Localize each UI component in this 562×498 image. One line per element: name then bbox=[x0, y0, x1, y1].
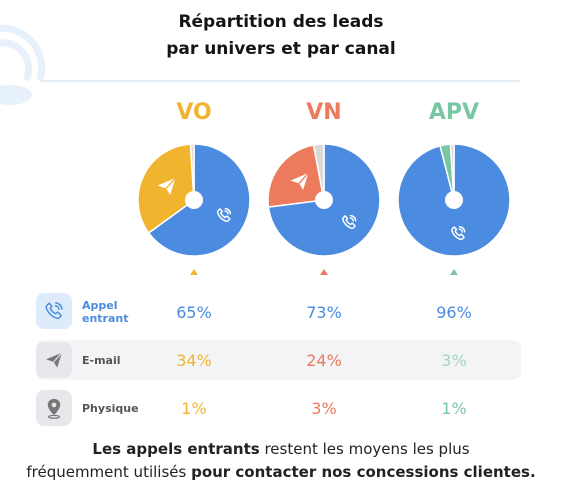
value-vo-physique: 1% bbox=[181, 399, 207, 418]
value-vn-physique: 3% bbox=[311, 399, 337, 418]
value-apv-email: 3% bbox=[441, 351, 467, 370]
pie-charts bbox=[137, 143, 511, 275]
universe-label-vn: VN bbox=[306, 100, 342, 125]
title-divider bbox=[40, 80, 520, 82]
pie-send-icon bbox=[290, 172, 310, 191]
value-vo-appel: 65% bbox=[176, 303, 212, 322]
footer-text: Les appels entrants restent les moyens l… bbox=[0, 438, 562, 484]
row-label-physique: Physique bbox=[82, 402, 139, 415]
pie-phone-icon bbox=[451, 225, 466, 241]
pie-slice-vn-1 bbox=[267, 144, 325, 208]
title-line-1: Répartition des leads bbox=[178, 12, 384, 32]
value-apv-appel: 96% bbox=[436, 303, 472, 322]
email-row-icon bbox=[36, 342, 72, 378]
row-label-email: E-mail bbox=[82, 354, 121, 367]
pie-phone-icon bbox=[216, 207, 232, 223]
footer-text-1: restent les moyens les plus bbox=[259, 440, 470, 458]
pie-slice-vo-2 bbox=[189, 143, 195, 201]
title-line-2: par univers et par canal bbox=[166, 39, 396, 59]
pie-slice-apv-2 bbox=[449, 143, 455, 201]
value-vo-email: 34% bbox=[176, 351, 212, 370]
phone-row-icon bbox=[36, 293, 72, 329]
pie-center-hole bbox=[315, 191, 333, 209]
row-label-appel-line2: entrant bbox=[82, 312, 129, 325]
pie-send-icon bbox=[157, 177, 177, 196]
wifi-deco-icon bbox=[0, 24, 46, 105]
email-row-background bbox=[36, 340, 521, 380]
pie-center-hole bbox=[445, 191, 463, 209]
pie-phone-icon bbox=[342, 214, 357, 230]
pie-slice-vo-1 bbox=[137, 143, 195, 234]
footer-bold-2: pour contacter nos concessions clientes. bbox=[191, 463, 536, 481]
universe-label-vo: VO bbox=[176, 100, 212, 125]
universe-label-apv: APV bbox=[428, 100, 480, 125]
row-label-appel: Appel entrant bbox=[82, 299, 129, 325]
value-apv-physique: 1% bbox=[441, 399, 467, 418]
footer-text-2: fréquemment utilisés bbox=[26, 463, 192, 481]
chart-title: Répartition des leads par univers et par… bbox=[0, 9, 562, 63]
footer-bold-1: Les appels entrants bbox=[92, 440, 260, 458]
value-vn-email: 24% bbox=[306, 351, 342, 370]
send-icon bbox=[46, 352, 63, 368]
pie-center-hole bbox=[185, 191, 203, 209]
physique-row-icon bbox=[36, 390, 72, 426]
value-vn-appel: 73% bbox=[306, 303, 342, 322]
phone-icon bbox=[45, 302, 63, 320]
row-label-appel-line1: Appel bbox=[82, 299, 118, 312]
pie-marker-triangle bbox=[190, 269, 198, 275]
pie-slice-vn-2 bbox=[312, 143, 325, 201]
location-pin-icon bbox=[47, 398, 61, 419]
pie-marker-triangle bbox=[320, 269, 328, 275]
pie-marker-triangle bbox=[450, 269, 458, 275]
